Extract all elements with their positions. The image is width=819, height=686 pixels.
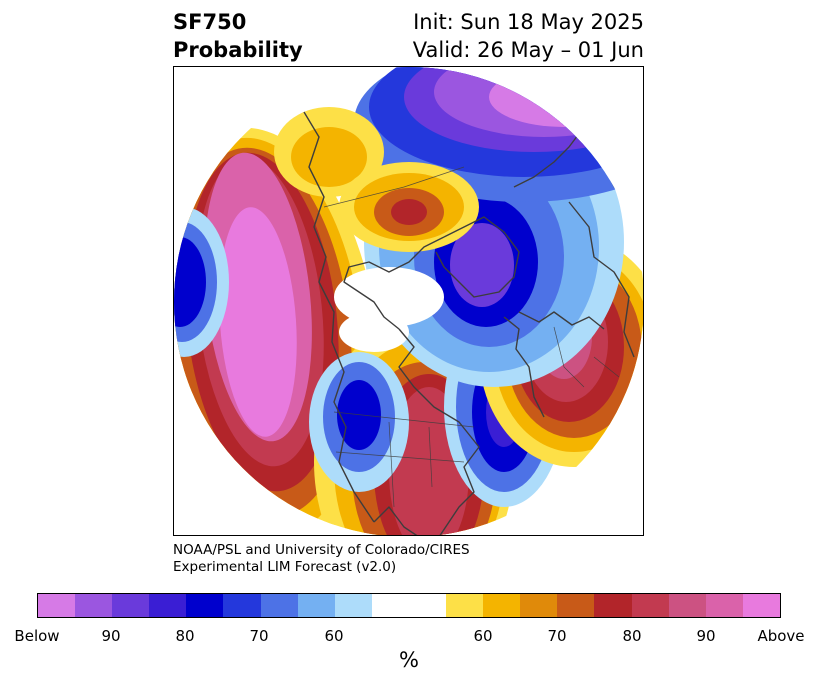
colorbar-above-segment-5	[631, 594, 669, 617]
colorbar-below-segment-4	[186, 594, 224, 617]
colorbar-tick-label: 60	[324, 627, 344, 645]
probability-map-svg	[174, 67, 643, 535]
credit-line-1: NOAA/PSL and University of Colorado/CIRE…	[173, 542, 470, 558]
colorbar-below-segment-0	[38, 594, 76, 617]
colorbar-above-segment-8	[742, 594, 780, 617]
colorbar-above-segment-3	[557, 594, 595, 617]
political-borders	[323, 126, 635, 508]
valid-date: Valid: 26 May – 01 Jun	[412, 38, 644, 62]
colorbar-above-segment-0	[446, 594, 484, 617]
chart-title: SF750 Probability	[173, 8, 303, 64]
pacific-anomaly-7	[219, 207, 297, 437]
colorbar-below-segment-6	[260, 594, 298, 617]
colorbar-tick-label: 70	[249, 627, 269, 645]
init-date: Init: Sun 18 May 2025	[413, 10, 644, 34]
colorbar-tick-label: 70	[547, 627, 567, 645]
colorbar-above-segment-7	[705, 594, 743, 617]
neutral-area-2	[339, 312, 409, 352]
variable-name: SF750	[173, 10, 247, 34]
west-pacific-cold-3	[174, 237, 206, 327]
colorbar-unit: %	[399, 648, 419, 672]
colorbar-below-segment-7	[297, 594, 335, 617]
colorbar-above-segment-2	[520, 594, 558, 617]
alaska-warm-2	[291, 127, 367, 187]
credit-text: NOAA/PSL and University of Colorado/CIRE…	[173, 542, 470, 576]
neutral-area	[334, 267, 444, 327]
forecast-dates: Init: Sun 18 May 2025 Valid: 26 May – 01…	[413, 8, 644, 64]
colorbar-tick-label: 80	[175, 627, 195, 645]
colorbar-tick-label: Above	[757, 627, 805, 645]
arctic-cold-5	[450, 223, 514, 307]
product-name: Probability	[173, 38, 303, 62]
colorbar-tick-label: 90	[101, 627, 121, 645]
colorbar	[37, 593, 781, 618]
colorbar-below-segment-5	[223, 594, 261, 617]
colorbar-above-segment-6	[668, 594, 706, 617]
colorbar-above-segment-1	[483, 594, 521, 617]
colorbar-tick-label: Below	[14, 627, 60, 645]
colorbar-below-segment-3	[149, 594, 187, 617]
credit-line-2: Experimental LIM Forecast (v2.0)	[173, 559, 397, 575]
colorbar-below-segment-1	[75, 594, 113, 617]
colorbar-below-segment-8	[334, 594, 372, 617]
asia-cold-5	[489, 67, 639, 127]
colorbar-below-segment-2	[112, 594, 150, 617]
colorbar-above-segment-4	[594, 594, 632, 617]
canada-warm-4	[391, 199, 427, 225]
polar-map	[173, 66, 644, 536]
colorbar-tick-label: 80	[622, 627, 642, 645]
colorbar-tick-label: 90	[696, 627, 716, 645]
colorbar-tick-label: 60	[473, 627, 493, 645]
colorbar-neutral-segment	[371, 594, 447, 617]
